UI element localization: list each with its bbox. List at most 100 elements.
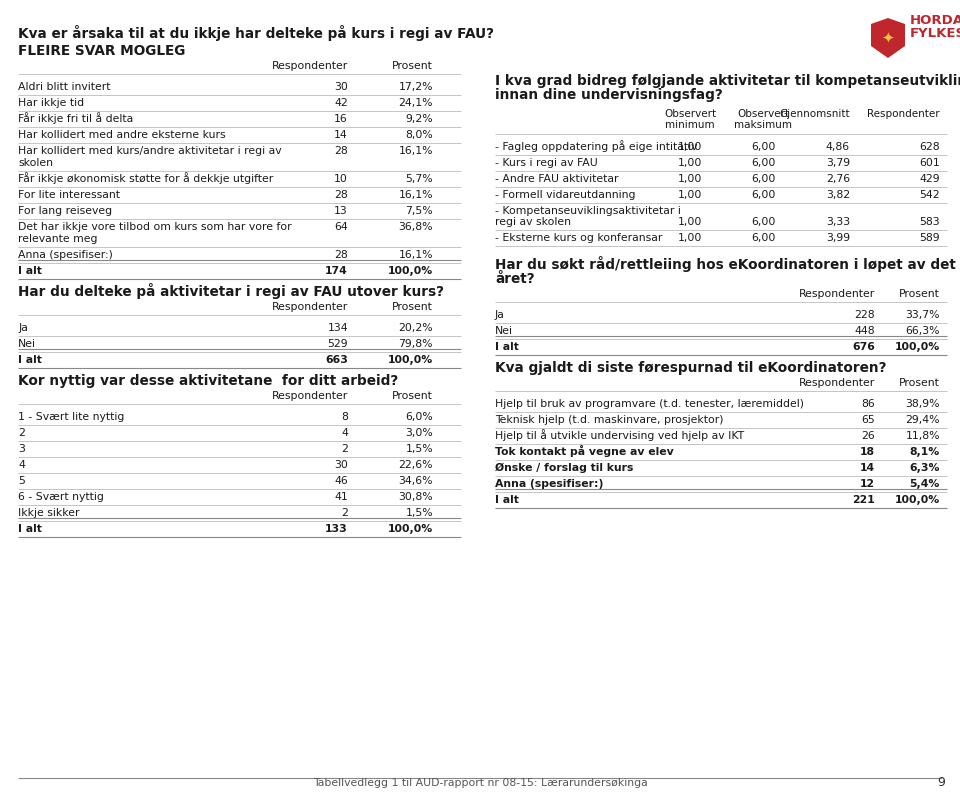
Text: 30,8%: 30,8% [398,492,433,502]
Text: 28: 28 [334,146,348,156]
Text: 1,00: 1,00 [678,217,702,227]
Text: 86: 86 [861,399,875,409]
Text: 10: 10 [334,174,348,184]
Text: 100,0%: 100,0% [388,355,433,365]
Text: Har du søkt råd/rettleiing hos eKoordinatoren i løpet av det siste: Har du søkt råd/rettleiing hos eKoordina… [495,256,960,272]
Text: 30: 30 [334,82,348,92]
Text: For lite interessant: For lite interessant [18,190,120,200]
Text: Prosent: Prosent [900,289,940,299]
Text: 33,7%: 33,7% [905,310,940,320]
Text: 6,00: 6,00 [751,158,775,168]
Text: I alt: I alt [18,355,42,365]
Text: 6,00: 6,00 [751,217,775,227]
Text: I alt: I alt [18,524,42,534]
Text: Det har ikkje vore tilbod om kurs som har vore for: Det har ikkje vore tilbod om kurs som ha… [18,222,292,232]
Text: Hjelp til å utvikle undervising ved hjelp av IKT: Hjelp til å utvikle undervising ved hjel… [495,429,744,441]
Text: 2: 2 [18,428,25,438]
Text: relevante meg: relevante meg [18,234,98,244]
Text: HORDALAND: HORDALAND [910,14,960,27]
Text: 65: 65 [861,415,875,425]
Text: 133: 133 [325,524,348,534]
Text: 6 - Svært nyttig: 6 - Svært nyttig [18,492,104,502]
Text: For lang reiseveg: For lang reiseveg [18,206,112,216]
Text: 3,79: 3,79 [826,158,850,168]
Text: 1,00: 1,00 [678,233,702,243]
Text: Nei: Nei [18,339,36,349]
Text: 6,3%: 6,3% [909,463,940,473]
Text: 11,8%: 11,8% [905,431,940,441]
Text: - Eksterne kurs og konferansar: - Eksterne kurs og konferansar [495,233,662,243]
Text: 66,3%: 66,3% [905,326,940,336]
Text: 4,86: 4,86 [826,142,850,152]
Text: 1,5%: 1,5% [405,444,433,454]
Text: 676: 676 [852,342,875,352]
Text: Anna (spesifiser:): Anna (spesifiser:) [18,250,113,260]
Text: Ønske / forslag til kurs: Ønske / forslag til kurs [495,462,634,473]
Text: 16: 16 [334,114,348,124]
Text: - Andre FAU aktivitetar: - Andre FAU aktivitetar [495,174,618,184]
Text: 6,00: 6,00 [751,233,775,243]
Text: 1,00: 1,00 [678,190,702,200]
Text: Prosent: Prosent [392,61,433,71]
Text: 221: 221 [852,495,875,505]
Text: 6,00: 6,00 [751,142,775,152]
Text: 46: 46 [334,476,348,486]
Text: 42: 42 [334,98,348,108]
Text: Respondenter: Respondenter [272,61,348,71]
Text: minimum: minimum [665,120,715,130]
Text: Har kollidert med andre eksterne kurs: Har kollidert med andre eksterne kurs [18,130,226,140]
Text: 100,0%: 100,0% [895,495,940,505]
Text: 100,0%: 100,0% [388,266,433,276]
Text: Har du delteke på aktivitetar i regi av FAU utover kurs?: Har du delteke på aktivitetar i regi av … [18,283,444,299]
Text: 28: 28 [334,190,348,200]
Text: Anna (spesifiser:): Anna (spesifiser:) [495,479,604,489]
Text: 5,4%: 5,4% [910,479,940,489]
Text: 13: 13 [334,206,348,216]
Text: Observert: Observert [737,109,789,119]
Text: 3,99: 3,99 [826,233,850,243]
Text: FLEIRE SVAR MOGLEG: FLEIRE SVAR MOGLEG [18,44,185,58]
Text: Aldri blitt invitert: Aldri blitt invitert [18,82,110,92]
Text: 601: 601 [920,158,940,168]
Text: Prosent: Prosent [392,302,433,312]
Text: Tabellvedlegg 1 til AUD-rapport nr 08-15: Lærarundersøkinga: Tabellvedlegg 1 til AUD-rapport nr 08-15… [313,778,647,788]
Text: 18: 18 [860,447,875,457]
Text: 100,0%: 100,0% [895,342,940,352]
Text: Teknisk hjelp (t.d. maskinvare, prosjektor): Teknisk hjelp (t.d. maskinvare, prosjekt… [495,415,724,425]
Text: Respondenter: Respondenter [272,302,348,312]
Text: 2: 2 [341,444,348,454]
Text: innan dine undervisningsfag?: innan dine undervisningsfag? [495,88,723,102]
Text: - Kompetanseuviklingsaktivitetar i: - Kompetanseuviklingsaktivitetar i [495,206,681,216]
Text: 30: 30 [334,460,348,470]
Text: Gjennomsnitt: Gjennomsnitt [780,109,850,119]
Text: 3,82: 3,82 [826,190,850,200]
Text: I alt: I alt [495,342,518,352]
Text: 174: 174 [325,266,348,276]
Text: 2,76: 2,76 [826,174,850,184]
Text: I alt: I alt [18,266,42,276]
Text: Prosent: Prosent [900,378,940,388]
Text: Hjelp til bruk av programvare (t.d. tenester, læremiddel): Hjelp til bruk av programvare (t.d. tene… [495,399,804,409]
Text: 134: 134 [327,323,348,333]
Text: 24,1%: 24,1% [398,98,433,108]
Text: 1,5%: 1,5% [405,508,433,518]
Text: 2: 2 [341,508,348,518]
Text: 16,1%: 16,1% [398,146,433,156]
Text: Får ikkje fri til å delta: Får ikkje fri til å delta [18,112,133,124]
Text: 28: 28 [334,250,348,260]
Text: Får ikkje økonomisk støtte for å dekkje utgifter: Får ikkje økonomisk støtte for å dekkje … [18,172,274,184]
Text: 34,6%: 34,6% [398,476,433,486]
Text: Kva gjaldt di siste førespurnad til eKoordinatoren?: Kva gjaldt di siste førespurnad til eKoo… [495,361,886,375]
Text: 529: 529 [327,339,348,349]
Text: 4: 4 [18,460,25,470]
Text: 9: 9 [937,776,945,789]
Text: 17,2%: 17,2% [398,82,433,92]
Text: - Kurs i regi av FAU: - Kurs i regi av FAU [495,158,598,168]
Text: 16,1%: 16,1% [398,190,433,200]
Text: 228: 228 [854,310,875,320]
Text: 542: 542 [920,190,940,200]
Text: 429: 429 [920,174,940,184]
Text: 100,0%: 100,0% [388,524,433,534]
Text: - Fagleg oppdatering på eige intitativ: - Fagleg oppdatering på eige intitativ [495,140,698,152]
Text: 663: 663 [325,355,348,365]
